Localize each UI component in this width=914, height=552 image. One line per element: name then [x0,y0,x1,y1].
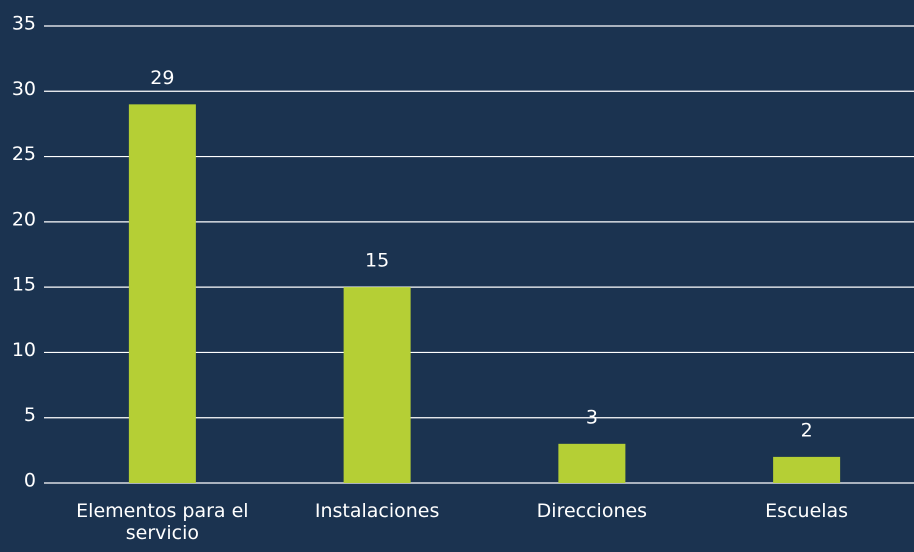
y-tick-label: 35 [12,13,36,35]
x-tick-label: Direcciones [536,500,648,522]
y-tick-label: 30 [12,78,36,100]
bar [773,456,841,483]
bar [128,104,196,483]
data-label: 2 [801,419,813,441]
data-label: 3 [586,406,598,428]
bar [343,287,411,483]
data-label: 15 [365,250,389,272]
y-tick-label: 25 [12,143,36,165]
y-tick-label: 10 [12,339,36,361]
x-tick-label: Elementos para el servicio [76,500,249,544]
y-tick-label: 20 [12,208,36,230]
data-label: 29 [150,67,174,89]
y-tick-label: 15 [12,274,36,296]
bar [558,443,626,483]
y-tick-label: 5 [24,404,36,426]
x-tick-label: Escuelas [765,500,849,522]
x-tick-label: Instalaciones [314,500,440,522]
y-tick-label: 0 [24,470,36,492]
